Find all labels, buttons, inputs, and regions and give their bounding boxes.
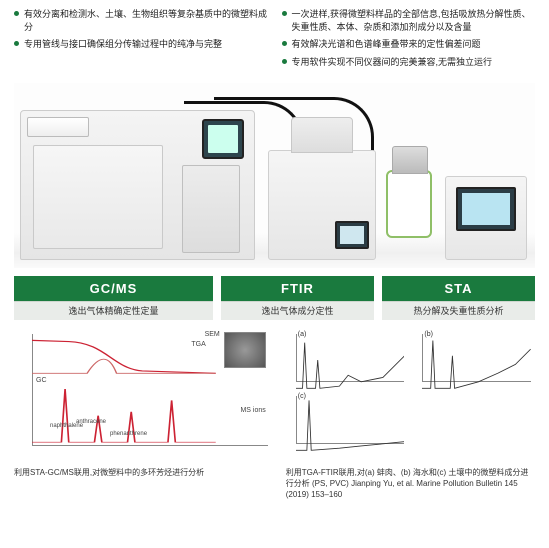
gc-label: GC: [36, 376, 47, 386]
module-subtitle: 热分解及失重性质分析: [382, 301, 535, 321]
caption-a: 利用STA-GC/MS联用,对微塑料中的多环芳烃进行分析: [14, 468, 276, 500]
spectrum-curve: [296, 343, 405, 389]
tga-label: TGA: [191, 340, 205, 350]
module-gcms: GC/MS 逸出气体精确定性定量: [14, 276, 213, 320]
bullet-dot: [14, 41, 19, 46]
spectrum-curve: [296, 401, 405, 451]
ftir-instrument-icon: [268, 150, 376, 260]
figure-b: (a) (b) (c): [286, 330, 535, 460]
spectrum-panel-a: (a): [286, 330, 409, 388]
panel-tag: (c): [298, 392, 306, 402]
spectrum-panel-c: (c): [286, 392, 409, 450]
module-ftir: FTIR 逸出气体成分定性: [221, 276, 374, 320]
spectrum-curve: [422, 341, 531, 389]
peak-label: phenanthrene: [110, 430, 147, 438]
bullet-text: 专用管线与接口确保组分传输过程中的纯净与完整: [24, 38, 268, 51]
controller-screen-icon: [456, 187, 516, 231]
module-subtitle: 逸出气体精确定性定量: [14, 301, 213, 321]
bullet-dot: [282, 41, 287, 46]
spectra-grid: (a) (b) (c): [286, 330, 535, 450]
panel-tag: (a): [298, 330, 307, 340]
bullet-dot: [14, 11, 19, 16]
gcms-instrument-icon: [20, 110, 255, 260]
module-title: GC/MS: [14, 276, 213, 300]
panel-tag: (b): [424, 330, 433, 340]
figure-a: SEM TGA GC naphthalene phenanthrene anth…: [14, 330, 276, 460]
bullet-item: 专用软件实现不同仪器间的完美兼容,无需独立运行: [282, 56, 536, 69]
bullet-text: 有效分离和检测水、土壤、生物组织等复杂基质中的微塑料成分: [24, 8, 268, 33]
spectrum-panel-spare: [412, 392, 535, 450]
gcms-ms-module-icon: [182, 165, 240, 253]
bullet-item: 专用管线与接口确保组分传输过程中的纯净与完整: [14, 38, 268, 51]
bullets-right: 一次进样,获得微塑料样品的全部信息,包括吸放热分解性质、失重性质、本体、杂质和添…: [282, 8, 536, 73]
tga-curve: [32, 341, 216, 374]
bullets-left: 有效分离和检测水、土壤、生物组织等复杂基质中的微塑料成分 专用管线与接口确保组分…: [14, 8, 268, 73]
sta-instrument-icon: [386, 170, 432, 238]
module-title: FTIR: [221, 276, 374, 300]
bullet-text: 专用软件实现不同仪器间的完美兼容,无需独立运行: [292, 56, 536, 69]
instrument-illustration: [14, 83, 535, 268]
bullet-dot: [282, 59, 287, 64]
captions-row: 利用STA-GC/MS联用,对微塑料中的多环芳烃进行分析 利用TGA-FTIR联…: [14, 468, 535, 500]
figures-row: SEM TGA GC naphthalene phenanthrene anth…: [14, 330, 535, 460]
module-title: STA: [382, 276, 535, 300]
ftir-screen-icon: [335, 221, 369, 249]
sem-inset-icon: [224, 332, 266, 368]
gcms-oven-door-icon: [33, 145, 163, 249]
bullet-dot: [282, 11, 287, 16]
gcms-screen-icon: [202, 119, 244, 159]
controller-unit-icon: [445, 176, 527, 260]
bullet-text: 有效解决光谱和色谱峰重叠带来的定性偏差问题: [292, 38, 536, 51]
bullet-text: 一次进样,获得微塑料样品的全部信息,包括吸放热分解性质、失重性质、本体、杂质和添…: [292, 8, 536, 33]
peak-label: anthracene: [76, 418, 106, 426]
bullet-item: 有效解决光谱和色谱峰重叠带来的定性偏差问题: [282, 38, 536, 51]
ms-label: MS ions: [240, 406, 265, 416]
module-headers: GC/MS 逸出气体精确定性定量 FTIR 逸出气体成分定性 STA 热分解及失…: [14, 276, 535, 320]
spectrum-panel-b: (b): [412, 330, 535, 388]
module-subtitle: 逸出气体成分定性: [221, 301, 374, 321]
caption-b: 利用TGA-FTIR联用,对(a) 蚌肉、(b) 海水和(c) 土壤中的微塑料成…: [286, 468, 535, 500]
module-sta: STA 热分解及失重性质分析: [382, 276, 535, 320]
bullet-item: 有效分离和检测水、土壤、生物组织等复杂基质中的微塑料成分: [14, 8, 268, 33]
bullet-item: 一次进样,获得微塑料样品的全部信息,包括吸放热分解性质、失重性质、本体、杂质和添…: [282, 8, 536, 33]
feature-bullets: 有效分离和检测水、土壤、生物组织等复杂基质中的微塑料成分 专用管线与接口确保组分…: [14, 8, 535, 73]
